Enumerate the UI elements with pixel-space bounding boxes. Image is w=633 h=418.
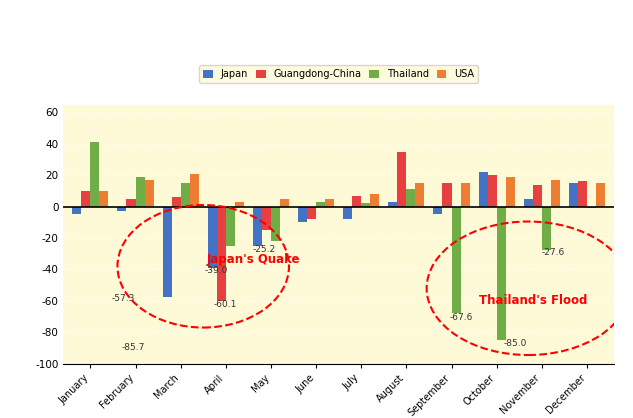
Text: Japan: Japan [163,10,205,23]
Bar [542,206,551,250]
Bar [118,206,127,212]
Text: USA: USA [486,10,516,23]
Text: Thailand's Flood: Thailand's Flood [479,294,587,307]
Bar [163,206,172,297]
Bar [551,180,560,206]
Bar [523,199,533,206]
Bar [262,206,271,230]
Bar [190,173,199,206]
Text: -25.2: -25.2 [253,245,276,254]
Bar [316,202,325,206]
Text: -85.7: -85.7 [121,342,144,352]
Bar [325,199,334,206]
Legend: Japan, Guangdong-China, Thailand, USA: Japan, Guangdong-China, Thailand, USA [199,65,478,83]
Bar [343,206,352,219]
Bar [479,172,487,206]
Text: -60.1: -60.1 [213,300,237,309]
Bar [497,206,506,340]
Bar [72,206,82,214]
Bar [578,181,587,206]
Bar [533,185,542,206]
Text: Automobile production (y-o-y % change): Automobile production (y-o-y % change) [165,27,468,40]
Text: Japan's Quake: Japan's Quake [206,253,299,266]
Bar [253,206,262,246]
Bar [208,206,216,268]
Bar [180,183,190,206]
Bar [461,183,470,206]
Text: -57.3: -57.3 [112,294,135,303]
Bar [442,183,451,206]
Text: ,: , [205,10,215,23]
Bar [280,199,289,206]
Bar [144,180,154,206]
Bar [127,199,135,206]
Bar [569,183,578,206]
Bar [596,183,605,206]
Bar [226,206,235,246]
Bar [91,142,99,206]
Bar [434,206,442,214]
Bar [451,206,461,313]
Bar [216,206,226,301]
Bar [361,204,370,206]
Bar [235,202,244,206]
Text: ,: , [360,10,374,23]
Bar [135,177,144,206]
Bar [172,197,180,206]
Text: 2011,: 2011, [117,10,163,23]
Bar [406,189,415,206]
Text: Thailand: Thailand [374,10,439,23]
Text: -67.6: -67.6 [449,313,473,322]
Bar [388,202,398,206]
Bar [487,175,497,206]
Text: Guangdong (China): Guangdong (China) [215,10,360,23]
Bar [415,183,424,206]
Text: -85.0: -85.0 [503,339,527,348]
Bar [99,191,108,206]
Bar [307,206,316,219]
Bar [352,196,361,206]
Bar [82,191,91,206]
Text: -27.6: -27.6 [542,248,565,257]
Bar [298,206,307,222]
Bar [587,206,596,208]
Bar [398,152,406,206]
Bar [506,177,515,206]
Text: , and: , and [439,10,486,23]
Bar [370,194,379,206]
Text: -39.0: -39.0 [204,265,227,275]
Bar [271,206,280,241]
